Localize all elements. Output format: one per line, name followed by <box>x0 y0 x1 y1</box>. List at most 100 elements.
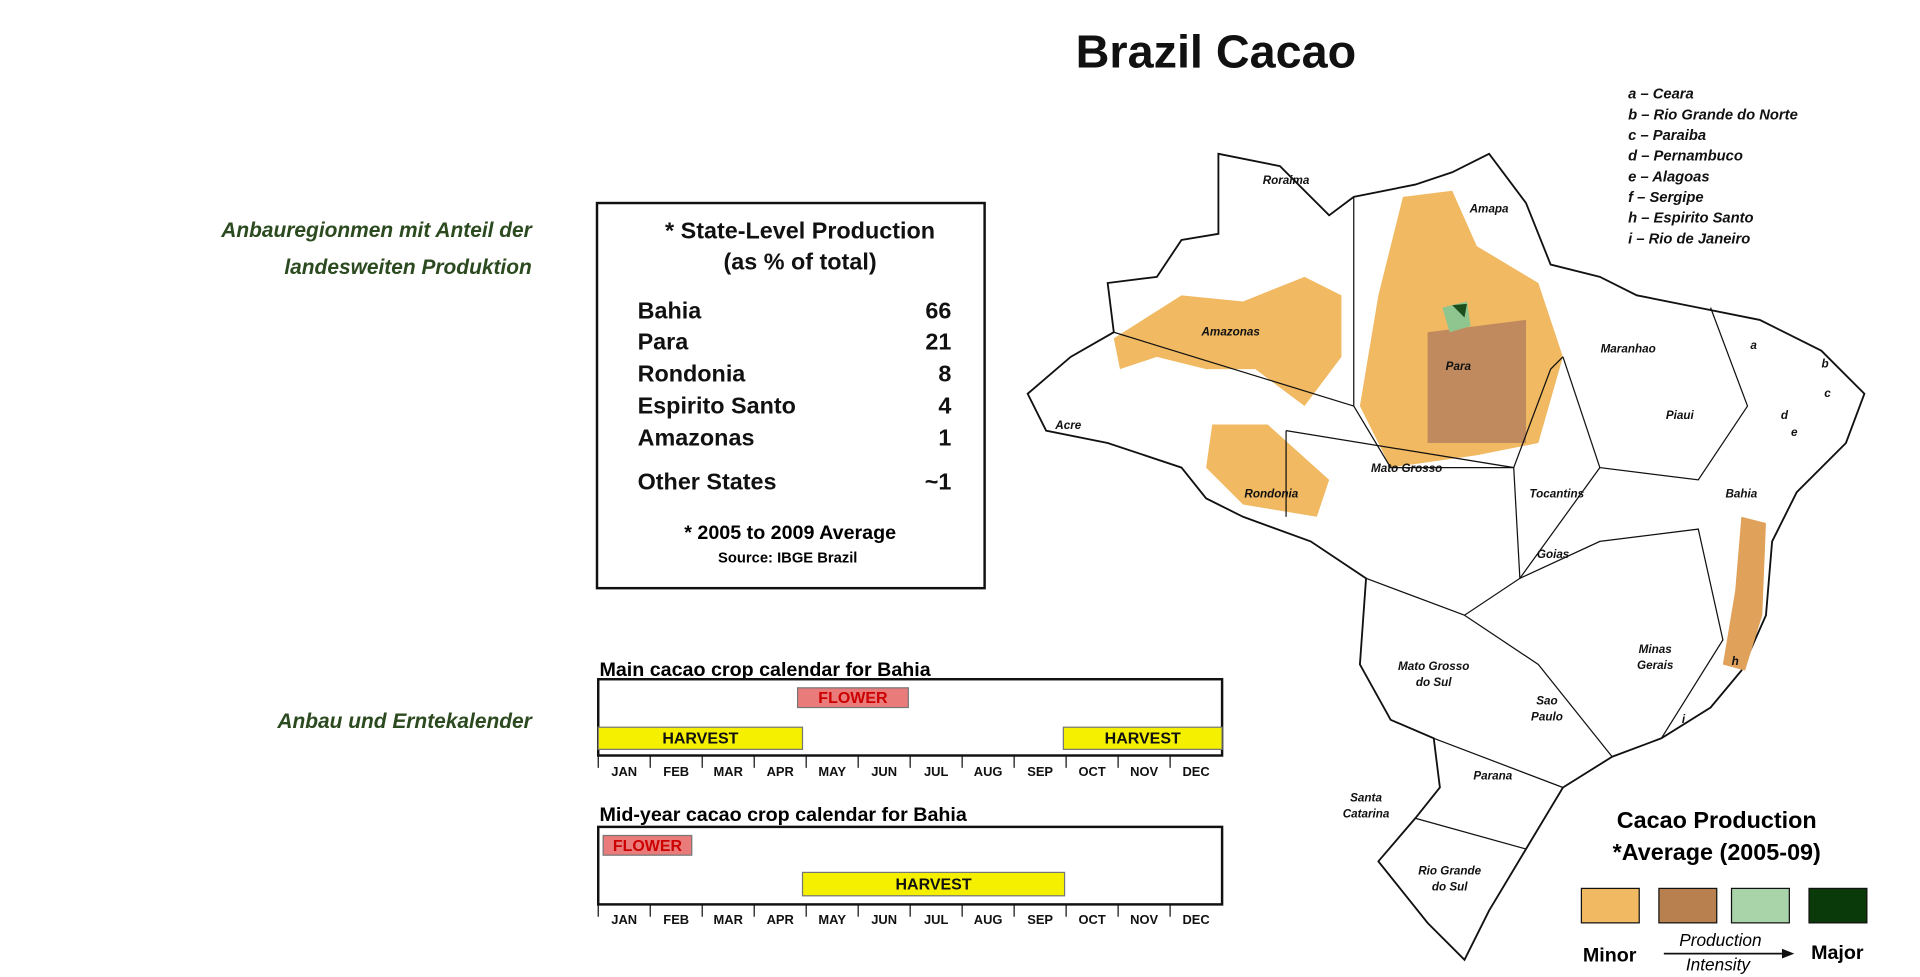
month-label: OCT <box>1078 764 1105 779</box>
month-label: FEB <box>663 912 689 927</box>
state-label: Mato Grosso <box>1398 660 1469 673</box>
state-label: Goias <box>1537 548 1570 561</box>
table-share: ~1 <box>925 469 952 495</box>
month-label: MAR <box>714 912 744 927</box>
month-label: APR <box>767 912 795 927</box>
state-label: do Sul <box>1432 880 1468 893</box>
legend-major: Major <box>1811 942 1864 964</box>
calendar-bar <box>801 871 1066 897</box>
state-label: d <box>1781 409 1789 422</box>
production-area <box>1206 424 1330 517</box>
production-area <box>1113 276 1342 407</box>
month-label: DEC <box>1182 764 1209 779</box>
calendar-bar-label: FLOWER <box>818 690 888 707</box>
month-label: MAY <box>818 912 846 927</box>
production-area <box>1427 319 1527 443</box>
legend-arrow <box>1781 948 1795 959</box>
calendar-bar-label: HARVEST <box>662 731 738 748</box>
month-label: JUL <box>924 764 948 779</box>
state-label: a <box>1750 339 1757 352</box>
legend-swatch <box>1580 887 1640 924</box>
calendar-bar <box>597 726 804 750</box>
map-key: e – Alagoas <box>1628 169 1709 185</box>
title: Brazil Cacao <box>1076 26 1357 78</box>
state-label: Gerais <box>1637 659 1674 672</box>
table-share: 4 <box>938 392 951 418</box>
legend-swatch <box>1730 887 1790 924</box>
table-box <box>595 201 986 590</box>
state-borders <box>1113 196 1749 850</box>
table-state: Para <box>638 328 690 354</box>
state-label: Tocantins <box>1529 488 1584 501</box>
calendar-title: Mid-year cacao crop calendar for Bahia <box>599 804 967 826</box>
calendar-title: Main cacao crop calendar for Bahia <box>599 659 931 681</box>
table-state: Bahia <box>638 298 703 324</box>
legend-axis: Intensity <box>1686 954 1752 974</box>
legend-swatch <box>1658 887 1718 924</box>
month-label: NOV <box>1130 912 1158 927</box>
map: Roraima Amapa Amazonas Para Maranhao Acre Piau… <box>1026 152 1866 962</box>
map-key: a – Ceara <box>1628 87 1694 103</box>
month-label: JUL <box>924 912 948 927</box>
table-footnote: * 2005 to 2009 Average <box>684 522 896 544</box>
state-label: Roraima <box>1263 174 1310 187</box>
legend-subtitle: *Average (2005-09) <box>1613 839 1821 865</box>
state-label: e <box>1791 426 1798 439</box>
state-label: Rondonia <box>1244 488 1298 501</box>
month-label: JUN <box>871 764 897 779</box>
month-label: FEB <box>663 764 689 779</box>
calendar-bar-label: HARVEST <box>1105 731 1181 748</box>
month-label: SEP <box>1027 764 1053 779</box>
state-label: Catarina <box>1343 808 1390 821</box>
month-label: APR <box>767 764 795 779</box>
map-key: c – Paraiba <box>1628 128 1706 144</box>
table-share: 66 <box>925 298 951 324</box>
month-label: MAR <box>714 764 744 779</box>
state-label: Bahia <box>1725 488 1757 501</box>
month-label: SEP <box>1027 912 1053 927</box>
legend-minor: Minor <box>1583 944 1637 966</box>
month-label: MAY <box>818 764 846 779</box>
state-label: Maranhao <box>1601 343 1656 356</box>
calendar-bar <box>602 834 693 856</box>
table-state: Amazonas <box>638 424 755 450</box>
legend: Cacao Production *Average (2005-09) Mino… <box>1580 807 1868 974</box>
table-share: 1 <box>938 424 951 450</box>
state-label: b <box>1821 357 1828 370</box>
calendar-bar <box>1062 726 1223 750</box>
month-label: JAN <box>611 912 637 927</box>
state-label: c <box>1824 387 1831 400</box>
state-label: Minas <box>1639 643 1673 656</box>
state-label: h <box>1732 655 1739 668</box>
calendar-bar-label: HARVEST <box>895 877 971 894</box>
state-label: Mato Grosso <box>1371 462 1442 475</box>
legend-axis: Production <box>1679 930 1761 950</box>
table-state: Espirito Santo <box>638 392 796 418</box>
state-label: i <box>1682 713 1686 726</box>
table-title: (as % of total) <box>723 248 876 274</box>
month-label: DEC <box>1182 912 1209 927</box>
map-key: d – Pernambuco <box>1628 149 1743 165</box>
state-label: Amazonas <box>1201 325 1261 338</box>
state-label: Rio Grande <box>1418 864 1481 877</box>
state-label: Paulo <box>1531 710 1563 723</box>
map-key: i – Rio de Janeiro <box>1628 231 1750 247</box>
state-label: Para <box>1446 360 1472 373</box>
state-label: Sao <box>1536 694 1557 707</box>
table-share: 8 <box>938 360 951 386</box>
month-label: NOV <box>1130 764 1158 779</box>
month-label: JAN <box>611 764 637 779</box>
state-label: Piaui <box>1666 409 1695 422</box>
map-key: h – Espirito Santo <box>1628 211 1753 227</box>
month-label: JUN <box>871 912 897 927</box>
month-label: AUG <box>974 764 1003 779</box>
legend-swatch <box>1808 887 1868 924</box>
calendar-bar-label: FLOWER <box>613 838 683 855</box>
table-title: * State-Level Production <box>665 218 935 244</box>
table-share: 21 <box>925 328 951 354</box>
calendar-bar <box>796 687 909 709</box>
map-key: f – Sergipe <box>1628 190 1703 206</box>
table-state: Other States <box>638 469 777 495</box>
table-source: Source: IBGE Brazil <box>718 551 857 567</box>
